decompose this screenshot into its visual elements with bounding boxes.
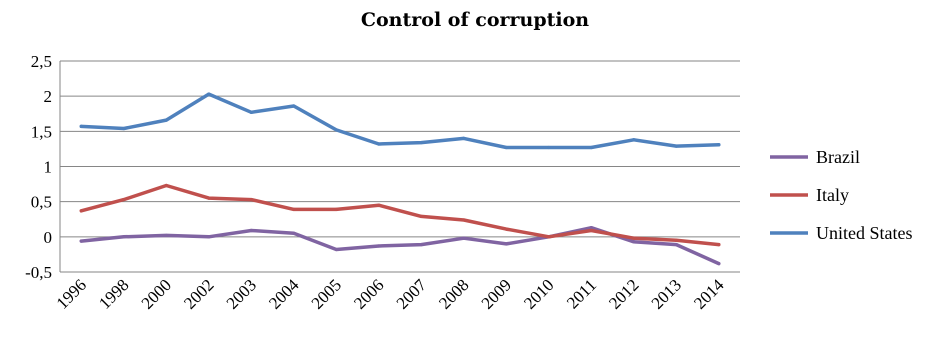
- data-point-united-states: [249, 110, 253, 114]
- data-point-italy: [462, 218, 466, 222]
- data-point-italy: [717, 242, 721, 247]
- chart-title: Control of corruption: [361, 9, 589, 31]
- series-line-united-states: [79, 92, 721, 150]
- data-point-united-states: [589, 145, 593, 150]
- data-point-united-states: [547, 145, 551, 150]
- data-point-italy: [249, 197, 253, 202]
- x-tick-label: 2004: [265, 275, 303, 313]
- x-tick-label: 2009: [478, 275, 515, 312]
- data-point-italy: [632, 236, 636, 240]
- data-point-brazil: [504, 242, 508, 246]
- y-tick-label: 0: [44, 228, 53, 247]
- data-point-brazil: [334, 247, 338, 252]
- y-tick-label: 2: [44, 87, 53, 106]
- legend-label-united-states: United States: [816, 223, 913, 243]
- x-tick-label: 2014: [690, 275, 728, 313]
- x-tick-label: 2011: [563, 275, 600, 312]
- x-tick-label: 2008: [435, 275, 472, 312]
- y-tick-label: 1: [44, 158, 53, 177]
- data-point-italy: [122, 197, 126, 202]
- data-point-united-states: [674, 144, 678, 148]
- series-line-italy: [79, 183, 721, 247]
- legend-label-brazil: Brazil: [816, 147, 860, 167]
- x-tick-label: 2002: [180, 275, 217, 312]
- data-point-united-states: [632, 138, 636, 142]
- y-tick-label: 0,5: [31, 193, 52, 212]
- data-point-italy: [547, 235, 551, 239]
- data-point-brazil: [419, 242, 423, 247]
- data-point-united-states: [207, 92, 211, 96]
- data-point-united-states: [164, 118, 168, 122]
- data-point-italy: [589, 228, 593, 233]
- data-point-brazil: [632, 240, 636, 244]
- data-point-italy: [207, 196, 211, 200]
- data-point-brazil: [164, 233, 168, 238]
- data-point-united-states: [717, 143, 721, 147]
- x-tick-label: 2006: [350, 275, 387, 312]
- data-point-italy: [377, 203, 381, 207]
- data-point-italy: [79, 209, 83, 213]
- data-point-brazil: [207, 235, 211, 239]
- data-point-italy: [504, 227, 508, 231]
- data-point-brazil: [249, 228, 253, 233]
- x-tick-label: 1996: [53, 275, 90, 312]
- x-tick-label: 2005: [308, 275, 345, 312]
- data-point-united-states: [504, 145, 508, 150]
- data-point-brazil: [292, 231, 296, 235]
- y-tick-label: -0,5: [25, 263, 52, 282]
- data-point-united-states: [79, 124, 83, 129]
- data-point-italy: [419, 214, 423, 219]
- y-tick-label: 1,5: [31, 122, 52, 141]
- y-tick-label: 2,5: [31, 52, 52, 71]
- data-point-united-states: [462, 136, 466, 140]
- x-tick-label: 2012: [605, 275, 642, 312]
- data-point-united-states: [122, 126, 126, 131]
- data-point-brazil: [674, 242, 678, 247]
- data-point-brazil: [377, 244, 381, 248]
- x-tick-label: 2013: [648, 275, 685, 312]
- data-point-united-states: [334, 128, 338, 132]
- x-tick-label: 2007: [393, 275, 431, 313]
- x-tick-label: 2003: [223, 275, 260, 312]
- data-point-italy: [292, 207, 296, 212]
- data-point-united-states: [419, 140, 423, 145]
- x-tick-label: 1998: [95, 275, 132, 312]
- x-tick-label: 2010: [520, 275, 557, 312]
- data-point-brazil: [589, 226, 593, 230]
- data-point-brazil: [717, 261, 721, 266]
- legend-label-italy: Italy: [816, 185, 849, 205]
- data-point-italy: [334, 207, 338, 212]
- x-tick-label: 2000: [138, 275, 175, 312]
- series-line-brazil: [79, 225, 721, 266]
- data-point-italy: [164, 183, 168, 188]
- data-point-united-states: [377, 142, 381, 146]
- data-point-brazil: [122, 235, 126, 239]
- data-point-united-states: [292, 104, 296, 108]
- data-point-italy: [674, 238, 678, 242]
- data-point-brazil: [462, 236, 466, 240]
- data-point-brazil: [79, 239, 83, 243]
